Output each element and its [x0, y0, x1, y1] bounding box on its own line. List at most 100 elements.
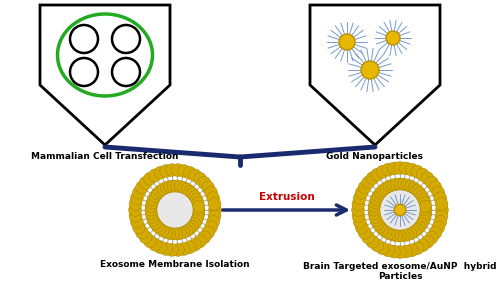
- Circle shape: [416, 239, 429, 252]
- Circle shape: [192, 207, 205, 220]
- Circle shape: [339, 34, 355, 50]
- Circle shape: [386, 31, 400, 45]
- Circle shape: [178, 226, 190, 238]
- Circle shape: [145, 204, 157, 216]
- Circle shape: [358, 226, 371, 239]
- Circle shape: [166, 164, 178, 177]
- Circle shape: [184, 185, 196, 197]
- Circle shape: [429, 226, 442, 239]
- Circle shape: [154, 241, 167, 254]
- Circle shape: [418, 193, 430, 205]
- Circle shape: [129, 198, 142, 211]
- Circle shape: [376, 242, 389, 255]
- Circle shape: [368, 200, 380, 212]
- Circle shape: [145, 200, 158, 213]
- Circle shape: [368, 204, 380, 216]
- Circle shape: [419, 197, 431, 209]
- Circle shape: [400, 245, 412, 258]
- Circle shape: [400, 162, 412, 175]
- Circle shape: [178, 243, 190, 255]
- Circle shape: [418, 215, 430, 227]
- Circle shape: [146, 211, 158, 223]
- Circle shape: [178, 182, 190, 194]
- Circle shape: [160, 226, 172, 238]
- Text: Brain Targeted exosome/AuNP  hybrid
Particles: Brain Targeted exosome/AuNP hybrid Parti…: [303, 262, 497, 281]
- Circle shape: [369, 211, 381, 223]
- Circle shape: [154, 185, 166, 197]
- Circle shape: [386, 229, 399, 241]
- Circle shape: [434, 192, 446, 205]
- Circle shape: [154, 166, 167, 179]
- Circle shape: [172, 164, 184, 177]
- Circle shape: [160, 182, 172, 194]
- Circle shape: [207, 215, 220, 228]
- Circle shape: [188, 190, 201, 203]
- Circle shape: [148, 169, 162, 182]
- Circle shape: [416, 218, 428, 230]
- Circle shape: [166, 243, 178, 256]
- Circle shape: [178, 165, 190, 177]
- Circle shape: [160, 243, 172, 255]
- Circle shape: [164, 227, 175, 239]
- Circle shape: [383, 228, 396, 240]
- Circle shape: [380, 226, 392, 238]
- Circle shape: [380, 182, 392, 194]
- Circle shape: [394, 204, 406, 216]
- Circle shape: [408, 226, 420, 238]
- Circle shape: [172, 243, 184, 256]
- Circle shape: [434, 215, 446, 228]
- Circle shape: [411, 224, 423, 236]
- Circle shape: [160, 165, 172, 177]
- Circle shape: [204, 186, 218, 199]
- Circle shape: [366, 172, 379, 185]
- Circle shape: [190, 194, 202, 206]
- Circle shape: [388, 245, 400, 258]
- Circle shape: [188, 217, 201, 230]
- Circle shape: [362, 176, 374, 189]
- Circle shape: [388, 162, 400, 175]
- Circle shape: [420, 200, 432, 212]
- Circle shape: [429, 181, 442, 194]
- Circle shape: [183, 241, 196, 254]
- Circle shape: [170, 228, 183, 240]
- Circle shape: [421, 172, 434, 185]
- Circle shape: [352, 198, 365, 211]
- Circle shape: [414, 187, 426, 199]
- Circle shape: [148, 238, 162, 251]
- Polygon shape: [40, 5, 170, 145]
- Circle shape: [354, 192, 366, 205]
- Circle shape: [394, 230, 406, 242]
- Circle shape: [416, 168, 429, 181]
- Circle shape: [376, 165, 389, 178]
- Circle shape: [151, 186, 199, 234]
- Circle shape: [149, 190, 162, 203]
- Circle shape: [130, 215, 143, 228]
- Circle shape: [356, 221, 368, 234]
- Circle shape: [382, 163, 394, 176]
- Circle shape: [361, 61, 379, 79]
- Circle shape: [148, 194, 160, 206]
- Circle shape: [192, 211, 204, 223]
- Text: Exosome Membrane Isolation: Exosome Membrane Isolation: [100, 260, 250, 269]
- Circle shape: [157, 183, 169, 195]
- Circle shape: [432, 186, 444, 199]
- Circle shape: [383, 180, 396, 192]
- Circle shape: [132, 186, 145, 199]
- Circle shape: [190, 214, 202, 226]
- Circle shape: [208, 198, 221, 211]
- Circle shape: [374, 184, 426, 236]
- Circle shape: [371, 168, 384, 181]
- Circle shape: [207, 192, 220, 205]
- Circle shape: [194, 235, 206, 248]
- Circle shape: [186, 188, 198, 200]
- Circle shape: [371, 239, 384, 252]
- Circle shape: [394, 246, 406, 258]
- Circle shape: [401, 179, 413, 191]
- Circle shape: [394, 162, 406, 174]
- Circle shape: [374, 221, 386, 233]
- Circle shape: [140, 231, 152, 244]
- Circle shape: [436, 203, 448, 216]
- Circle shape: [411, 184, 423, 196]
- Circle shape: [144, 172, 156, 185]
- Circle shape: [394, 178, 406, 190]
